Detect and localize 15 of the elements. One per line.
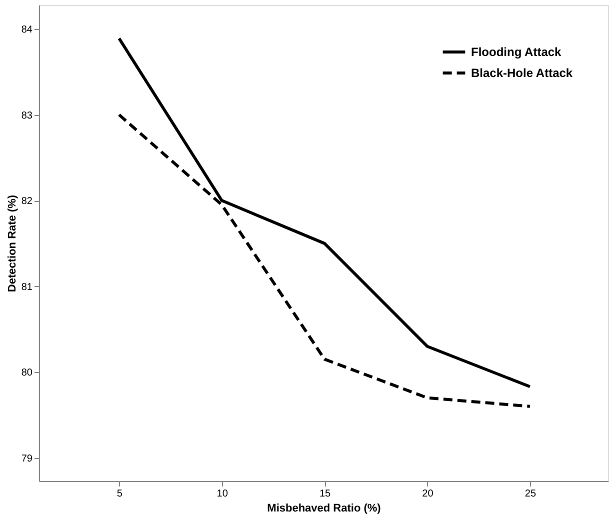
y-axis-title: Detection Rate (%) <box>6 194 18 292</box>
y-tick-label: 83 <box>21 110 33 122</box>
y-tick-label: 81 <box>21 282 33 293</box>
x-tick-label: 15 <box>319 488 332 500</box>
x-tick-label: 5 <box>116 488 123 500</box>
y-tick-label: 82 <box>21 196 33 208</box>
y-tick-label: 79 <box>21 453 33 464</box>
x-axis-title: Misbehaved Ratio (%) <box>267 502 382 514</box>
x-tick-label: 10 <box>216 488 228 500</box>
x-tick-label: 20 <box>422 488 434 500</box>
x-tick-label: 25 <box>524 488 536 500</box>
y-tick-label: 80 <box>21 368 33 379</box>
legend-label: Black-Hole Attack <box>471 66 573 80</box>
y-tick-label: 84 <box>21 24 33 36</box>
legend-label: Flooding Attack <box>471 45 562 59</box>
